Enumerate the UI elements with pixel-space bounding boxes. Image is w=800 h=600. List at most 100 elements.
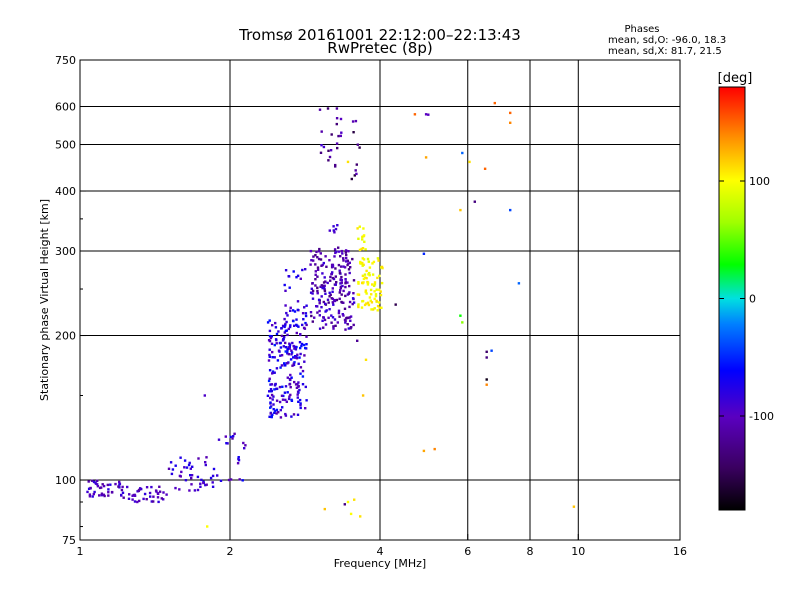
data-point bbox=[351, 120, 355, 123]
data-point bbox=[357, 237, 360, 240]
data-point bbox=[301, 369, 305, 373]
data-point bbox=[145, 486, 149, 489]
data-point bbox=[211, 485, 215, 488]
data-point bbox=[365, 302, 368, 305]
data-point bbox=[299, 277, 302, 280]
data-point bbox=[367, 303, 371, 307]
data-point bbox=[118, 480, 121, 484]
data-point bbox=[282, 394, 285, 398]
data-point bbox=[275, 367, 279, 370]
data-point bbox=[352, 279, 356, 282]
data-point bbox=[316, 256, 319, 259]
data-point bbox=[136, 490, 139, 493]
data-point bbox=[285, 320, 288, 324]
data-point bbox=[359, 260, 362, 264]
data-point bbox=[336, 224, 339, 227]
data-point bbox=[290, 415, 293, 418]
data-point bbox=[334, 283, 337, 286]
data-point bbox=[340, 281, 343, 284]
data-point bbox=[88, 495, 92, 498]
x-tick-label: 4 bbox=[377, 545, 384, 558]
data-point bbox=[338, 297, 341, 300]
data-point bbox=[300, 342, 304, 346]
data-point bbox=[165, 493, 168, 496]
data-point bbox=[485, 383, 488, 386]
data-point bbox=[362, 277, 366, 281]
data-point bbox=[293, 355, 297, 358]
data-point bbox=[193, 489, 197, 492]
data-point bbox=[270, 389, 273, 393]
data-point bbox=[304, 321, 307, 325]
data-point bbox=[316, 305, 319, 308]
data-point bbox=[266, 394, 270, 397]
data-point bbox=[364, 248, 367, 251]
data-point bbox=[283, 317, 286, 321]
y-tick-label: 200 bbox=[55, 330, 76, 343]
data-point bbox=[304, 312, 308, 315]
data-point bbox=[352, 301, 356, 304]
data-point bbox=[121, 485, 124, 489]
data-point bbox=[320, 130, 323, 133]
data-point bbox=[279, 354, 282, 357]
data-point bbox=[189, 474, 192, 477]
data-point bbox=[377, 301, 381, 304]
data-point bbox=[333, 248, 337, 251]
data-point bbox=[461, 321, 464, 324]
data-point bbox=[318, 247, 321, 251]
data-point bbox=[280, 394, 284, 397]
data-point bbox=[368, 296, 372, 299]
data-point bbox=[284, 324, 287, 327]
data-point bbox=[288, 378, 292, 381]
data-point bbox=[336, 321, 339, 324]
data-point bbox=[356, 143, 359, 146]
data-point bbox=[238, 478, 241, 481]
data-point bbox=[319, 258, 323, 261]
data-point bbox=[312, 255, 315, 258]
data-point bbox=[358, 248, 362, 252]
data-point bbox=[287, 353, 290, 356]
data-point bbox=[380, 306, 383, 309]
data-point bbox=[275, 412, 278, 415]
data-point bbox=[274, 326, 278, 329]
data-point bbox=[373, 297, 376, 301]
data-point bbox=[346, 263, 349, 267]
data-point bbox=[109, 483, 112, 486]
data-point bbox=[274, 382, 277, 386]
data-point bbox=[348, 271, 351, 275]
data-point bbox=[328, 155, 332, 159]
data-point bbox=[274, 409, 277, 413]
data-point bbox=[347, 316, 350, 320]
data-point bbox=[361, 274, 365, 277]
x-tick-label: 16 bbox=[673, 545, 687, 558]
data-point bbox=[338, 291, 341, 294]
data-point bbox=[167, 467, 171, 470]
data-point bbox=[361, 257, 364, 260]
data-point bbox=[328, 229, 331, 232]
x-tick-label: 2 bbox=[227, 545, 234, 558]
data-point bbox=[346, 259, 349, 262]
data-point bbox=[326, 298, 330, 301]
data-point bbox=[363, 303, 367, 307]
data-point bbox=[319, 151, 323, 154]
data-point bbox=[364, 289, 368, 292]
data-point bbox=[344, 321, 347, 324]
data-point bbox=[284, 364, 287, 367]
data-point bbox=[331, 297, 335, 301]
data-point bbox=[267, 379, 271, 383]
data-point bbox=[322, 261, 325, 265]
data-point bbox=[288, 325, 292, 329]
data-point bbox=[422, 449, 426, 453]
data-point bbox=[284, 304, 287, 307]
data-point bbox=[331, 276, 335, 280]
data-point bbox=[333, 299, 337, 302]
data-point bbox=[269, 396, 272, 400]
data-point bbox=[433, 447, 436, 451]
data-point bbox=[96, 485, 100, 488]
data-point bbox=[237, 459, 241, 462]
x-tick-label: 1 bbox=[77, 545, 84, 558]
data-point bbox=[128, 493, 131, 496]
data-point bbox=[268, 355, 271, 358]
data-point bbox=[288, 383, 291, 386]
data-point bbox=[331, 287, 334, 290]
data-point bbox=[156, 492, 160, 495]
